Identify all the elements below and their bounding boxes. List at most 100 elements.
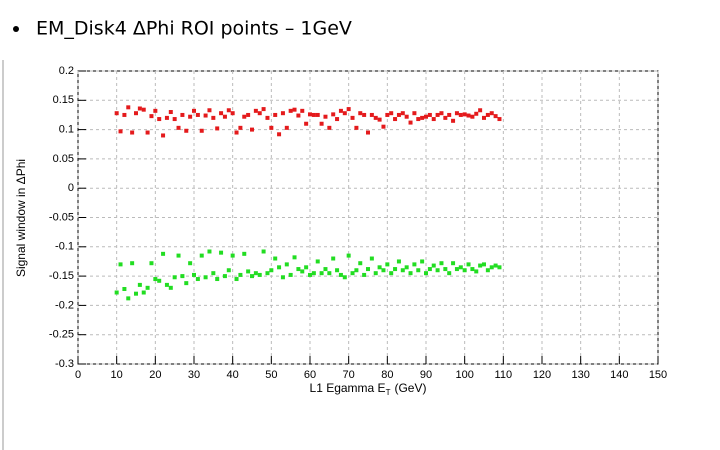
point	[253, 108, 258, 113]
point	[122, 286, 127, 291]
point	[435, 268, 440, 273]
point	[253, 271, 258, 276]
x-tick-label: 130	[571, 369, 589, 381]
point	[424, 114, 428, 119]
point	[451, 261, 456, 266]
point	[292, 107, 297, 112]
point	[354, 125, 359, 130]
point	[447, 271, 452, 276]
point	[145, 285, 150, 290]
point	[304, 265, 309, 270]
point	[323, 267, 328, 272]
point	[346, 253, 351, 258]
point	[199, 253, 204, 258]
x-axis-label-sub: T	[386, 388, 391, 397]
point	[338, 272, 343, 277]
x-tick-label: 80	[381, 369, 393, 381]
point	[269, 125, 274, 130]
point	[373, 271, 378, 276]
point	[153, 277, 158, 282]
point	[219, 111, 224, 116]
point	[416, 117, 421, 122]
point	[470, 267, 475, 272]
point	[362, 272, 367, 277]
point	[335, 268, 340, 273]
x-tick-label: 20	[149, 369, 161, 381]
point	[350, 271, 355, 276]
y-tick-label: -0.05	[49, 211, 74, 223]
y-tick-label: 0	[68, 182, 74, 194]
point	[335, 117, 340, 122]
y-tick-label: -0.1	[55, 241, 74, 253]
point	[346, 107, 351, 112]
point	[377, 265, 382, 270]
point	[308, 112, 312, 117]
point	[416, 268, 421, 273]
point	[300, 108, 305, 113]
y-tick-label: -0.15	[49, 270, 74, 282]
x-tick-label: 110	[495, 369, 513, 381]
point	[195, 277, 200, 282]
point	[431, 117, 436, 122]
point	[412, 262, 417, 267]
point	[188, 261, 193, 266]
point	[261, 107, 266, 112]
x-tick-label: 140	[610, 369, 628, 381]
y-tick-label: 0.05	[53, 153, 74, 165]
y-tick-label: 0.1	[59, 124, 74, 136]
point	[219, 250, 224, 255]
x-axis-label-main: L1 Egamma E	[310, 381, 386, 395]
point	[420, 259, 425, 264]
point	[462, 112, 467, 117]
x-tick-label: 150	[649, 369, 667, 381]
point	[420, 115, 425, 120]
point	[292, 255, 297, 260]
point	[265, 271, 270, 276]
x-tick-label: 60	[304, 369, 316, 381]
point	[137, 106, 142, 111]
point	[284, 262, 289, 267]
point	[381, 124, 386, 129]
point	[226, 268, 231, 273]
point	[246, 112, 251, 117]
point	[215, 126, 220, 131]
point	[134, 291, 138, 296]
point	[454, 111, 459, 116]
point	[207, 249, 212, 254]
point	[323, 114, 328, 119]
point	[238, 272, 243, 277]
point	[350, 115, 355, 120]
point	[439, 261, 444, 266]
point	[478, 263, 483, 268]
point	[396, 259, 401, 264]
point	[454, 267, 459, 272]
point	[149, 114, 154, 119]
point	[257, 272, 262, 277]
point	[443, 115, 448, 120]
y-tick-label: -0.25	[49, 329, 74, 341]
point	[377, 117, 382, 122]
point	[400, 111, 405, 116]
point	[389, 111, 394, 116]
point	[172, 117, 177, 122]
point	[304, 121, 309, 126]
point	[126, 105, 131, 110]
point	[474, 111, 479, 116]
point	[300, 269, 305, 274]
point	[497, 265, 502, 270]
point	[319, 271, 324, 276]
point	[466, 262, 471, 267]
point	[497, 117, 502, 122]
point	[451, 118, 456, 123]
point	[242, 251, 247, 256]
point	[354, 268, 359, 273]
point	[308, 272, 312, 277]
point	[427, 112, 432, 117]
point	[250, 274, 254, 279]
point	[114, 290, 119, 295]
point	[462, 268, 467, 273]
point	[408, 271, 413, 276]
point	[458, 265, 463, 270]
point	[327, 271, 332, 276]
